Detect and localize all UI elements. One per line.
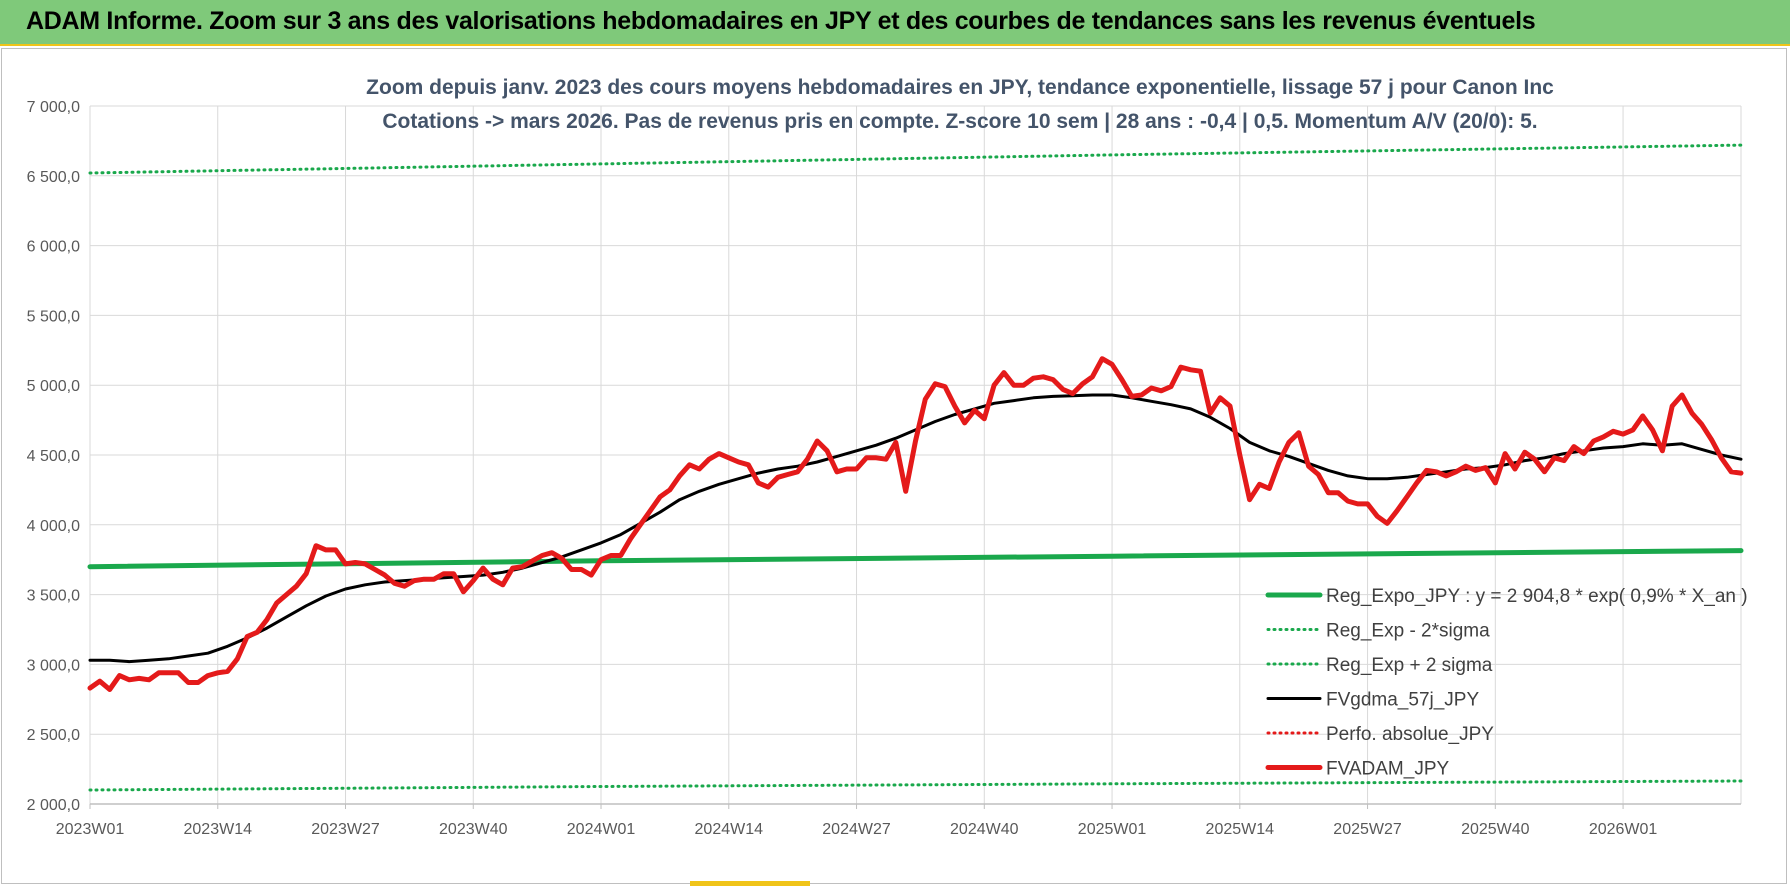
y-tick-label: 2 000,0 [27, 797, 80, 814]
chart-legend: Reg_Expo_JPY : y = 2 904,8 * exp( 0,9% *… [1265, 586, 1748, 780]
y-tick-label: 2 500,0 [27, 727, 80, 744]
y-tick-label: 4 000,0 [27, 518, 80, 535]
series-line-2 [88, 143, 1743, 175]
y-tick-label: 3 500,0 [27, 588, 80, 605]
series-lines [87, 143, 1744, 792]
y-tick-label: 5 000,0 [27, 378, 80, 395]
legend-label-2: Reg_Exp + 2 sigma [1326, 655, 1493, 676]
bottom-accent-bar [690, 881, 810, 886]
chart-title: Zoom depuis janv. 2023 des cours moyens … [366, 76, 1554, 99]
axes: 2 000,0 2 500,0 3 000,0 3 500,0 4 000,0 4 500… [27, 99, 1741, 838]
y-tick-label: 5 500,0 [27, 308, 80, 325]
legend-label-4: Perfo. absolue_JPY [1326, 724, 1494, 745]
grid-lines [89, 105, 1742, 805]
x-tick-label: 2024W40 [950, 821, 1019, 838]
x-tick-label: 2025W40 [1461, 821, 1530, 838]
chart-subtitle: Cotations -> mars 2026. Pas de revenus p… [382, 110, 1537, 133]
series-line-1 [88, 779, 1743, 792]
y-tick-label: 4 500,0 [27, 448, 80, 465]
x-tick-label: 2023W01 [56, 821, 125, 838]
legend-label-3: FVgdma_57j_JPY [1326, 690, 1479, 711]
y-tick-label: 6 500,0 [27, 169, 80, 186]
legend-label-5: FVADAM_JPY [1326, 759, 1450, 780]
report-banner: ADAM Informe. Zoom sur 3 ans des valoris… [0, 0, 1790, 46]
report-title: ADAM Informe. Zoom sur 3 ans des valoris… [26, 7, 1536, 35]
x-tick-label: 2023W27 [311, 821, 380, 838]
y-tick-label: 6 000,0 [27, 239, 80, 256]
series-line-5 [87, 356, 1744, 692]
x-tick-label: 2023W14 [184, 821, 253, 838]
x-tick-label: 2024W01 [567, 821, 636, 838]
x-tick-label: 2026W01 [1589, 821, 1658, 838]
chart-titles: Zoom depuis janv. 2023 des cours moyens … [366, 76, 1554, 133]
x-tick-label: 2024W27 [822, 821, 891, 838]
y-tick-label: 3 000,0 [27, 657, 80, 674]
y-tick-label: 7 000,0 [27, 99, 80, 116]
chart-frame [1, 48, 1787, 884]
legend-label-1: Reg_Exp - 2*sigma [1326, 621, 1490, 642]
x-tick-label: 2023W40 [439, 821, 508, 838]
x-tick-label: 2025W27 [1333, 821, 1402, 838]
x-tick-label: 2025W01 [1078, 821, 1147, 838]
x-tick-label: 2024W14 [695, 821, 764, 838]
x-tick-label: 2025W14 [1206, 821, 1275, 838]
legend-label-0: Reg_Expo_JPY : y = 2 904,8 * exp( 0,9% *… [1326, 586, 1748, 607]
